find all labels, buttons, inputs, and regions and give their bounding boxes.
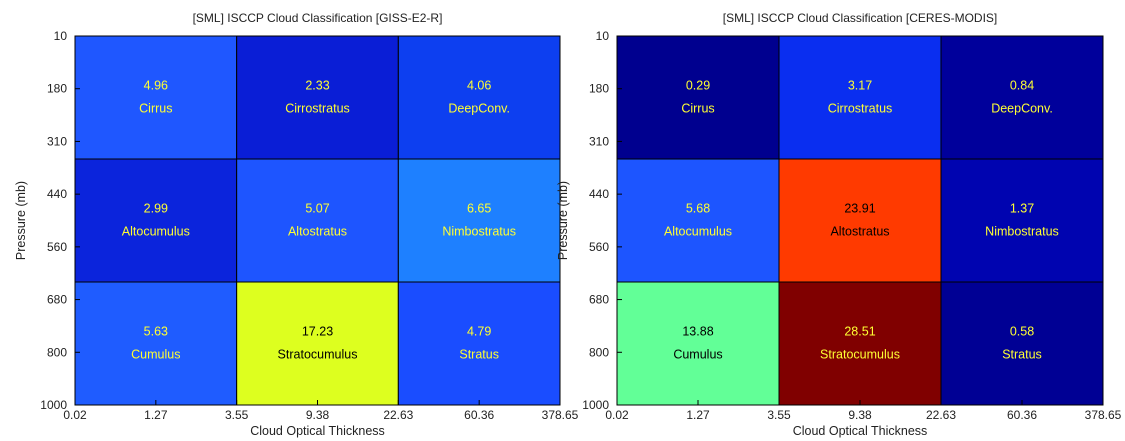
heatmap-cell [236,35,399,160]
heatmap-cell [616,281,780,406]
cell-cloud-type-label: Stratus [459,348,499,362]
y-tick-label: 800 [47,345,67,359]
cell-cloud-type-label: Altostratus [288,225,347,239]
x-tick-label: 378.65 [542,408,579,422]
cell-value-label: 2.33 [305,79,329,93]
cell-value-label: 5.07 [305,202,329,216]
x-tick-label: 0.02 [605,408,629,422]
chart-title: [SML] ISCCP Cloud Classification [CERES-… [723,11,998,25]
heatmap-cell [236,158,399,283]
cell-cloud-type-label: Cirrus [139,102,172,116]
cell-cloud-type-label: DeepConv. [991,102,1053,116]
cell-value-label: 4.96 [144,79,168,93]
cell-value-label: 0.84 [1010,79,1034,93]
x-tick-label: 22.63 [926,408,956,422]
heatmap-cell [74,281,238,406]
y-tick-label: 440 [47,187,67,201]
heatmap-cell [616,158,780,283]
y-tick-label: 1000 [582,398,609,412]
heatmap-cell [397,281,561,406]
cell-value-label: 4.79 [467,325,491,339]
cell-cloud-type-label: Cirrostratus [828,102,893,116]
panel-ceres-modis: [SML] ISCCP Cloud Classification [CERES-… [556,11,1122,438]
heatmap-cell [397,35,561,160]
heatmap-cell [778,35,942,160]
x-tick-label: 9.38 [306,408,330,422]
x-tick-label: 60.36 [464,408,494,422]
cell-value-label: 6.65 [467,202,491,216]
heatmap-cell [940,35,1104,160]
heatmap-cell [940,281,1104,406]
x-axis-label: Cloud Optical Thickness [793,424,928,438]
y-tick-label: 440 [589,187,609,201]
x-tick-label: 1.27 [144,408,168,422]
x-tick-label: 60.36 [1007,408,1037,422]
heatmap-cell [236,281,399,406]
heatmap-cell [74,158,238,283]
x-tick-label: 9.38 [848,408,872,422]
x-tick-label: 3.55 [767,408,791,422]
y-tick-label: 1000 [40,398,67,412]
cell-cloud-type-label: Altocumulus [122,225,190,239]
cell-cloud-type-label: DeepConv. [448,102,510,116]
cell-value-label: 1.37 [1010,202,1034,216]
cell-cloud-type-label: Cirrus [681,102,714,116]
y-tick-label: 680 [47,293,67,307]
heatmap-cell [397,158,561,283]
x-tick-label: 22.63 [383,408,413,422]
x-tick-label: 0.02 [63,408,87,422]
cell-value-label: 0.58 [1010,325,1034,339]
y-axis-label: Pressure (mb) [556,181,570,260]
y-tick-label: 560 [47,240,67,254]
cell-value-label: 5.68 [686,202,710,216]
cell-cloud-type-label: Cirrostratus [285,102,350,116]
cell-value-label: 2.99 [144,202,168,216]
cell-cloud-type-label: Nimbostratus [985,225,1059,239]
heatmap-cell [74,35,238,160]
cell-value-label: 5.63 [144,325,168,339]
cell-cloud-type-label: Altostratus [830,225,889,239]
cell-cloud-type-label: Cumulus [673,348,722,362]
heatmap-cell [616,35,780,160]
heatmap-cell [940,158,1104,283]
heatmap-cell [778,281,942,406]
cell-cloud-type-label: Cumulus [131,348,180,362]
y-tick-label: 180 [589,82,609,96]
cell-cloud-type-label: Stratocumulus [820,348,900,362]
cell-value-label: 0.29 [686,79,710,93]
cell-value-label: 23.91 [844,202,875,216]
y-tick-label: 180 [47,82,67,96]
x-tick-label: 1.27 [686,408,710,422]
cell-cloud-type-label: Stratus [1002,348,1042,362]
x-axis-label: Cloud Optical Thickness [250,424,385,438]
y-tick-label: 310 [47,134,67,148]
cell-value-label: 3.17 [848,79,872,93]
cell-value-label: 17.23 [302,325,333,339]
cell-value-label: 13.88 [682,325,713,339]
x-tick-label: 3.55 [225,408,249,422]
y-tick-label: 800 [589,345,609,359]
y-tick-label: 680 [589,293,609,307]
cell-cloud-type-label: Nimbostratus [442,225,516,239]
panel-giss-e2-r: [SML] ISCCP Cloud Classification [GISS-E… [14,11,579,438]
cell-cloud-type-label: Stratocumulus [278,348,358,362]
chart-title: [SML] ISCCP Cloud Classification [GISS-E… [193,11,443,25]
heatmap-cell [778,158,942,283]
cell-value-label: 4.06 [467,79,491,93]
y-axis-label: Pressure (mb) [14,181,28,260]
y-tick-label: 310 [589,134,609,148]
y-tick-label: 560 [589,240,609,254]
cell-cloud-type-label: Altocumulus [664,225,732,239]
cell-value-label: 28.51 [844,325,875,339]
y-tick-label: 10 [596,29,610,43]
x-tick-label: 378.65 [1085,408,1122,422]
y-tick-label: 10 [54,29,68,43]
